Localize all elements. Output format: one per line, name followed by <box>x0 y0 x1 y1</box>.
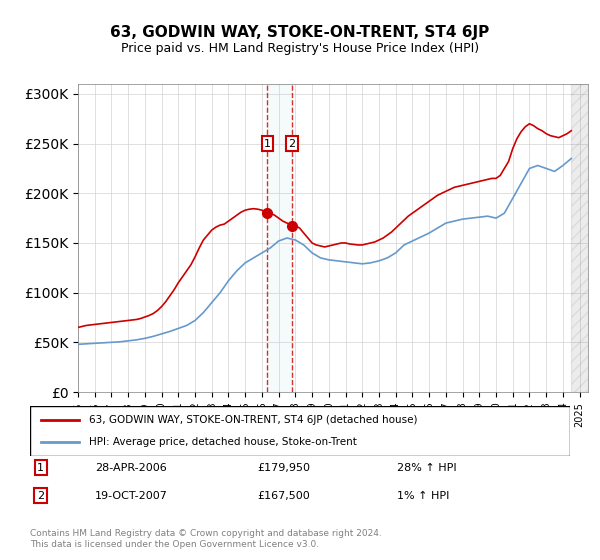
Text: 2: 2 <box>289 139 296 148</box>
Text: 63, GODWIN WAY, STOKE-ON-TRENT, ST4 6JP: 63, GODWIN WAY, STOKE-ON-TRENT, ST4 6JP <box>110 25 490 40</box>
Text: 1% ↑ HPI: 1% ↑ HPI <box>397 491 449 501</box>
Text: 1: 1 <box>37 463 44 473</box>
Text: 63, GODWIN WAY, STOKE-ON-TRENT, ST4 6JP (detached house): 63, GODWIN WAY, STOKE-ON-TRENT, ST4 6JP … <box>89 415 418 425</box>
FancyBboxPatch shape <box>30 406 570 456</box>
Text: £167,500: £167,500 <box>257 491 310 501</box>
Text: 19-OCT-2007: 19-OCT-2007 <box>95 491 167 501</box>
Text: 1: 1 <box>264 139 271 148</box>
Text: Price paid vs. HM Land Registry's House Price Index (HPI): Price paid vs. HM Land Registry's House … <box>121 42 479 55</box>
Text: HPI: Average price, detached house, Stoke-on-Trent: HPI: Average price, detached house, Stok… <box>89 437 357 447</box>
Text: Contains HM Land Registry data © Crown copyright and database right 2024.
This d: Contains HM Land Registry data © Crown c… <box>30 529 382 549</box>
Bar <box>571 84 588 392</box>
Text: £179,950: £179,950 <box>257 463 310 473</box>
Text: 28-APR-2006: 28-APR-2006 <box>95 463 167 473</box>
Text: 28% ↑ HPI: 28% ↑ HPI <box>397 463 457 473</box>
Bar <box>267 84 292 392</box>
Text: 2: 2 <box>37 491 44 501</box>
